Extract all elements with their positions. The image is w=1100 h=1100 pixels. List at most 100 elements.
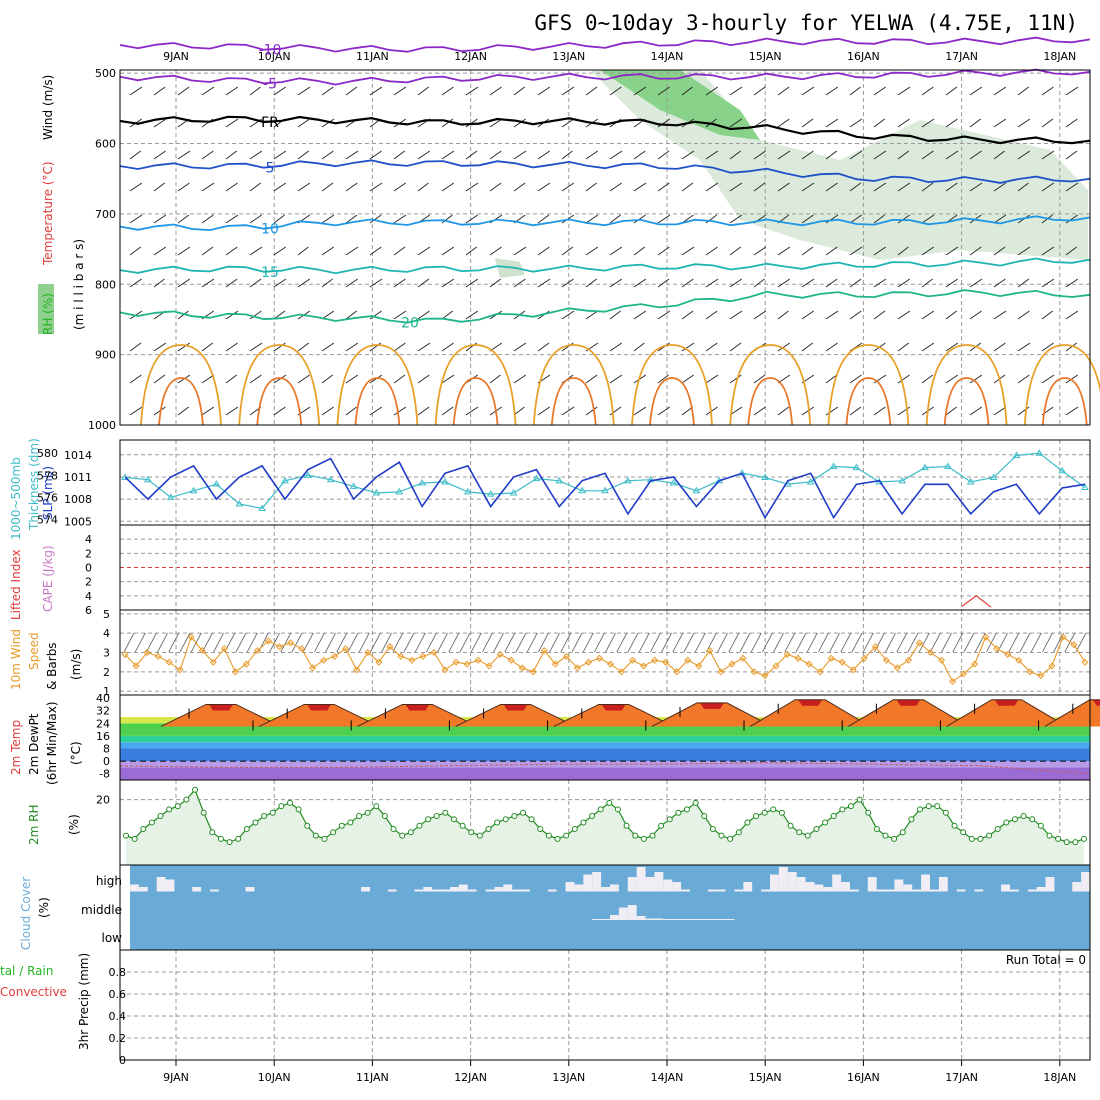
wind10-barb [202, 632, 213, 653]
wind-barb [873, 182, 887, 192]
wind10-label: 10m Wind [9, 629, 23, 690]
wind10-barb [1030, 632, 1042, 653]
rh2m-point [753, 812, 760, 819]
cloud-high-bar [814, 884, 824, 892]
date-label: 12JAN [454, 50, 487, 63]
wind-barb [705, 342, 718, 352]
wind10-point [618, 668, 626, 676]
wind-barb [873, 278, 887, 288]
wind-barb [273, 150, 287, 160]
wind-barb [393, 246, 406, 256]
wind-barb [513, 342, 527, 352]
thickness-point [829, 462, 838, 469]
wind-barb [633, 214, 646, 224]
wind-barb [657, 118, 671, 128]
cloud-middle-bar [672, 919, 682, 920]
wind-barb [969, 278, 983, 288]
wind10-point [496, 650, 504, 658]
rh2m-point [1011, 816, 1018, 823]
temp-line [651, 702, 773, 727]
wind-barb [993, 150, 1005, 160]
rh2m-point [658, 822, 665, 829]
isotherm-line [119, 159, 1091, 184]
wind10-point [673, 668, 681, 676]
wind10-barb [549, 632, 560, 653]
thickness-point [921, 463, 929, 471]
rh2m-point [192, 786, 199, 793]
wind-barb [249, 278, 262, 288]
wind-barb [393, 86, 407, 96]
rh2m-point [977, 835, 984, 842]
precip-tick-label: 0.6 [109, 988, 127, 1001]
warm-contour-30 [452, 377, 499, 426]
cloud-high-bar [912, 889, 922, 892]
rh2m-point [373, 803, 380, 810]
wind-barb [897, 342, 910, 352]
rh-shading-60 [600, 70, 760, 140]
rh2m-point [321, 835, 328, 842]
wind-barb [1017, 150, 1031, 160]
wind-barb [297, 118, 310, 128]
wind10-barb [963, 632, 975, 653]
wind-barb [129, 86, 143, 96]
wind-barb [561, 406, 575, 416]
rh2m-point [718, 832, 725, 839]
wind-barb [777, 118, 790, 128]
wind-barb [1017, 278, 1030, 288]
slp-tick-label: 1008 [64, 493, 92, 506]
cloud-high-bar [867, 877, 877, 892]
wind-barb [585, 374, 598, 384]
wind-barb [753, 278, 765, 288]
temp-peak-fill [601, 704, 626, 711]
wind-barb [153, 374, 166, 384]
wind10-barb [851, 632, 863, 653]
rh2m-point [580, 819, 587, 826]
temp-line [749, 699, 871, 727]
wind-barb [225, 182, 238, 192]
rh2m-point [994, 826, 1001, 833]
warm-contour-25 [336, 344, 419, 426]
run-total-label: Run Total = 0 [1006, 953, 1086, 967]
temp-band [120, 767, 1090, 780]
rh2m-point [882, 832, 889, 839]
date-label: 15JAN [749, 1071, 782, 1084]
wind-barb [921, 86, 934, 96]
wind-barb [393, 278, 406, 288]
warm-contour-25 [238, 344, 321, 426]
wind-barb [705, 150, 719, 160]
wind-barb [225, 118, 239, 128]
wind-barb [441, 374, 455, 384]
wind-barb [921, 182, 934, 192]
wind10-barb [717, 632, 728, 653]
wind-barb [153, 214, 167, 224]
wind-barb [873, 150, 887, 160]
cloud-high-bar [876, 889, 886, 892]
lifted-labels: Lifted Index CAPE (J/kg) [9, 545, 55, 620]
rh2m-point [433, 812, 440, 819]
wind-barb [393, 182, 406, 192]
warm-contour-25 [631, 344, 713, 426]
wind-barb [417, 310, 430, 320]
rh2m-point [623, 822, 630, 829]
wind-barb [705, 214, 718, 224]
cloud-middle-bar [716, 919, 726, 920]
rh2m-point [399, 832, 406, 839]
wind10-barb [627, 632, 639, 653]
wind-barb [585, 182, 597, 192]
cloud-high-bar [885, 889, 895, 892]
cloud-high-bar [210, 889, 219, 892]
wind10-barb [179, 632, 191, 653]
rh2m-point [226, 839, 233, 846]
wind10-unit-label: (m/s) [69, 649, 83, 680]
wind-barb [873, 214, 885, 224]
rh2m-point [235, 835, 242, 842]
wind-barb [585, 214, 599, 224]
wind-barb [777, 342, 791, 352]
wind-barb [417, 86, 430, 96]
wind-barb [417, 278, 430, 288]
rh2m-point [960, 829, 967, 836]
rh2m-point [614, 806, 621, 813]
wind-barb [633, 342, 645, 352]
cloud-middle-bar [636, 916, 646, 920]
